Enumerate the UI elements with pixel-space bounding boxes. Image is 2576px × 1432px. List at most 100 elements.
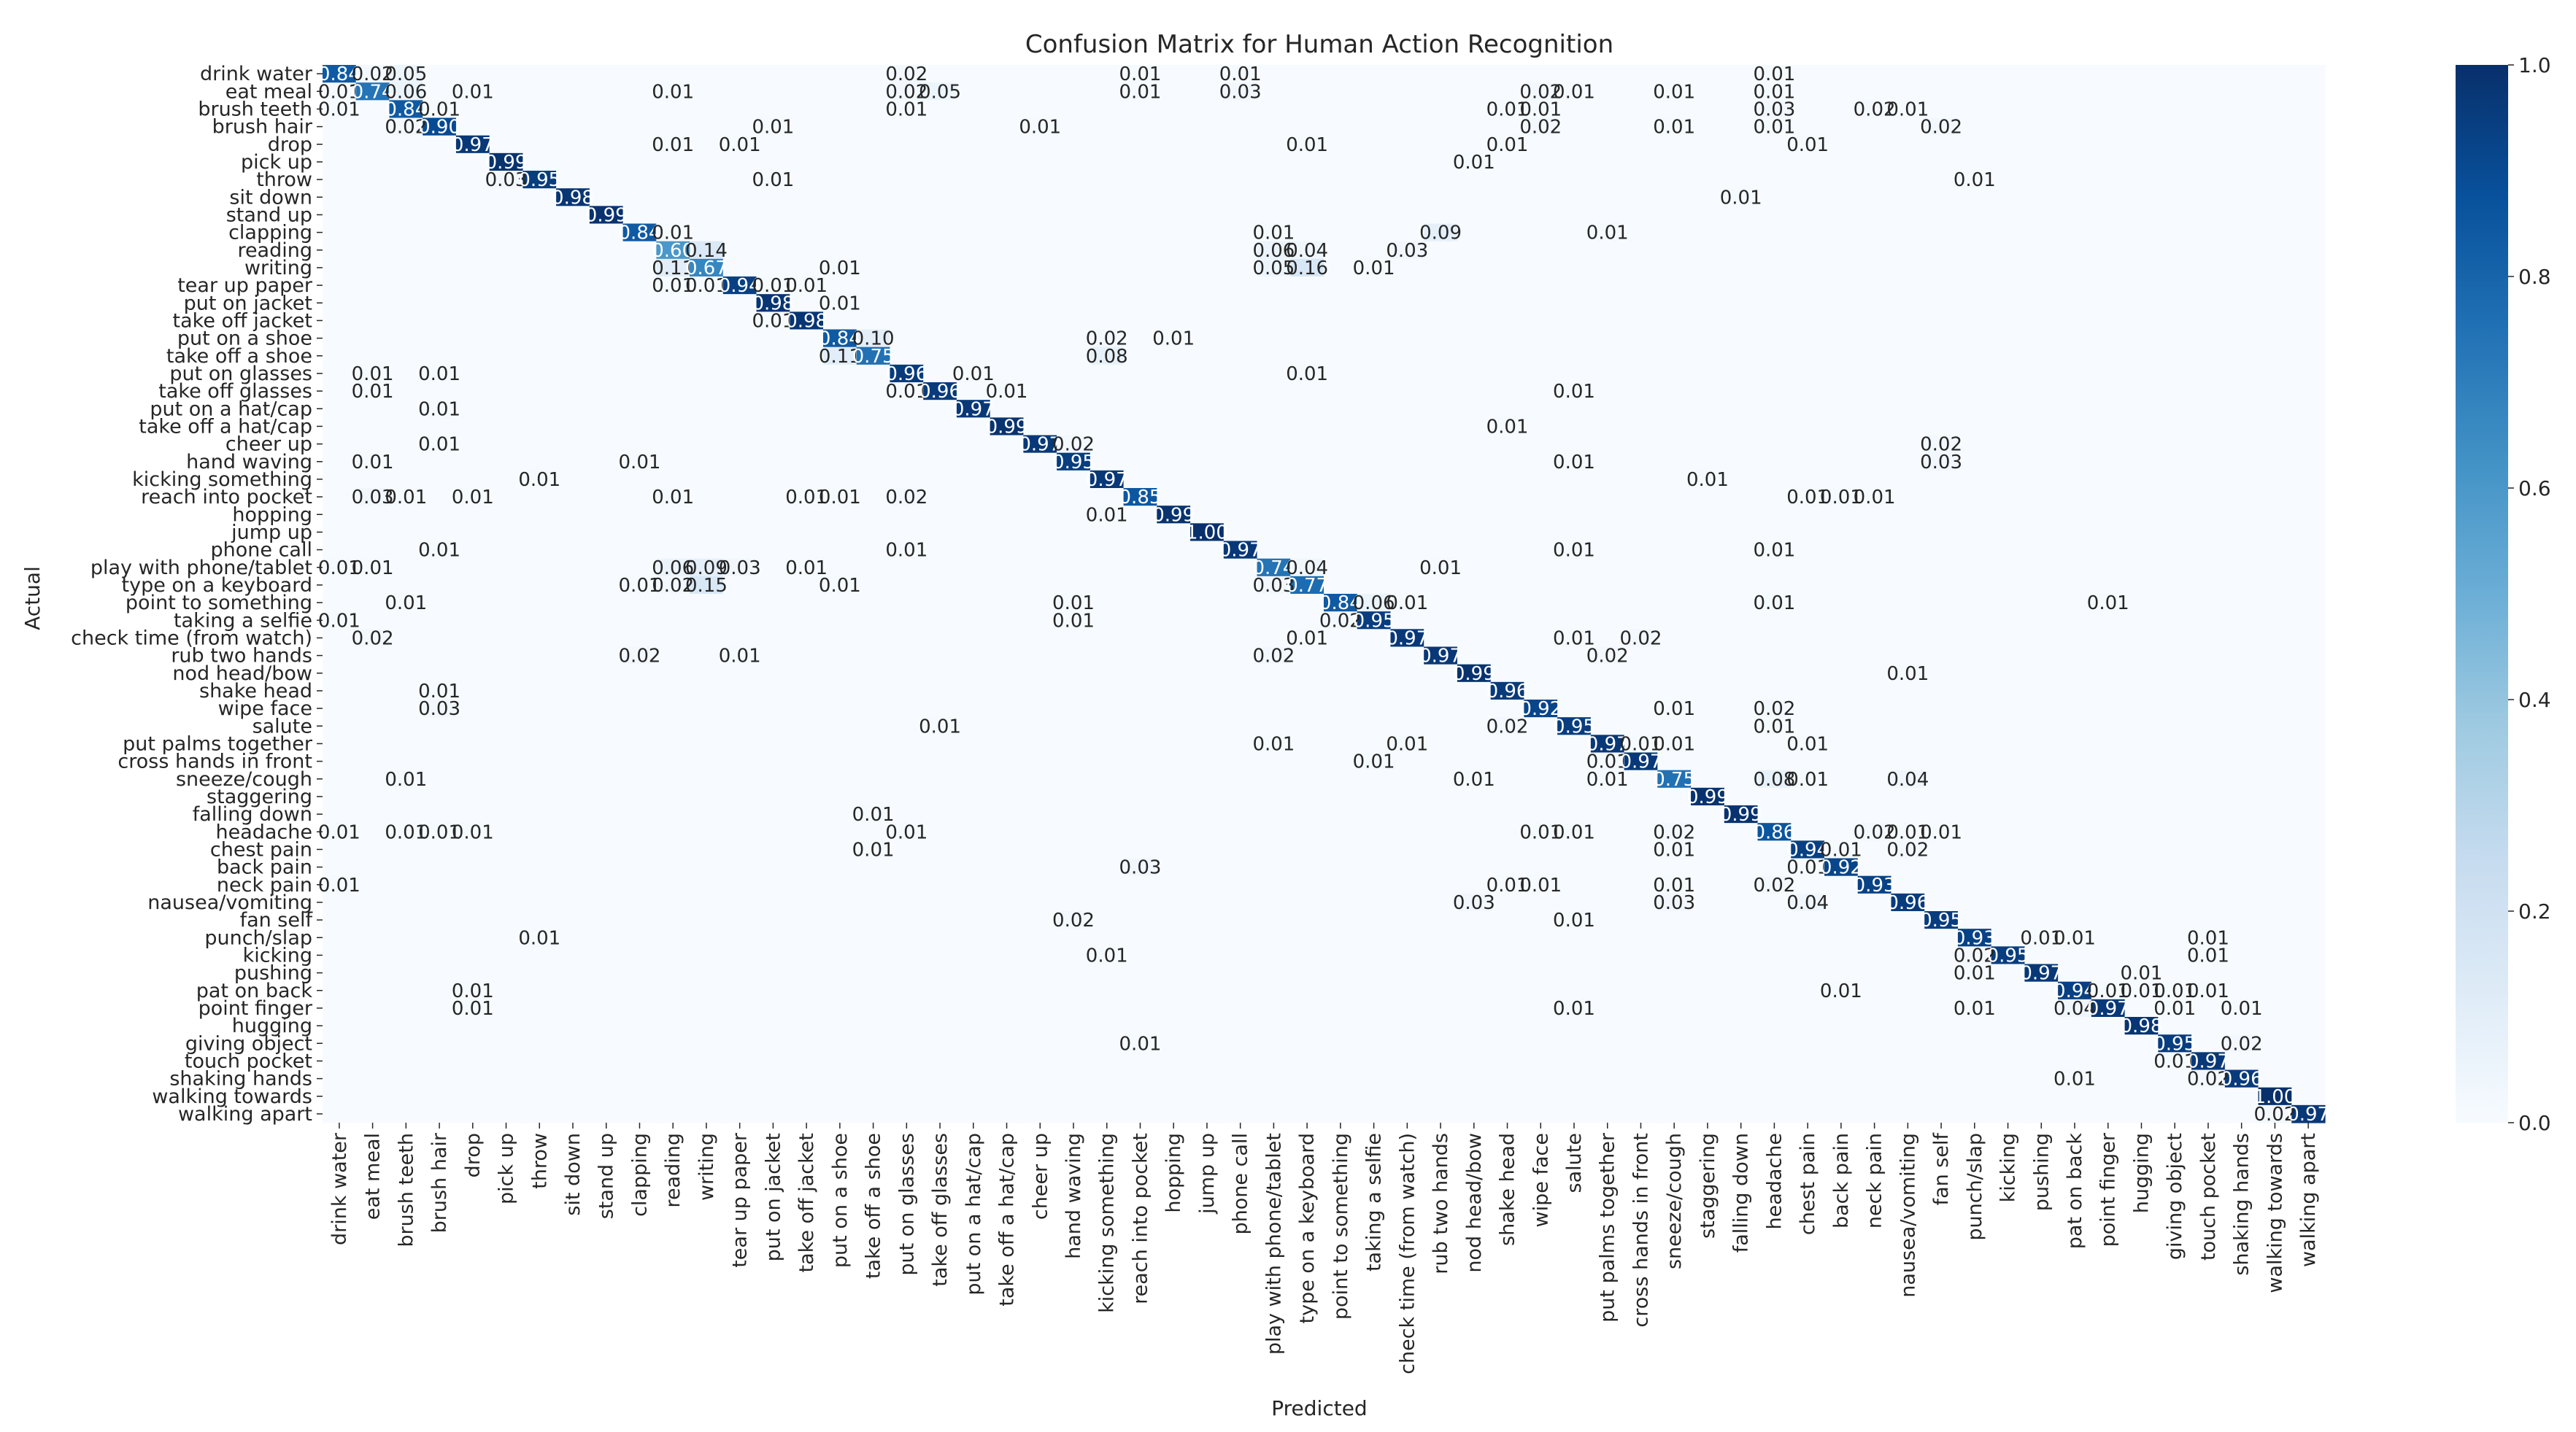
heatmap-cell — [323, 664, 357, 683]
heatmap-cell — [1957, 311, 1992, 330]
heatmap-cell — [2158, 893, 2192, 912]
heatmap-cell — [1490, 700, 1524, 718]
heatmap-cell — [1357, 223, 1392, 242]
heatmap-cell — [690, 1069, 724, 1088]
heatmap-cell — [323, 752, 357, 771]
heatmap-cell — [423, 770, 457, 789]
cell-value-label: 0.01 — [452, 821, 494, 843]
heatmap-cell — [1657, 541, 1692, 560]
heatmap-cell — [1624, 735, 1658, 754]
heatmap-cell — [722, 700, 757, 718]
heatmap-cell — [455, 488, 490, 506]
heatmap-cell — [1557, 681, 1592, 700]
cell-value-label: 0.01 — [1386, 592, 1428, 614]
heatmap-cell — [1857, 241, 1892, 260]
heatmap-cell — [1357, 82, 1392, 101]
heatmap-cell — [1524, 241, 1558, 260]
heatmap-cell — [722, 752, 757, 771]
heatmap-cell — [2091, 435, 2126, 454]
heatmap-cell — [1791, 700, 1825, 718]
heatmap-cell — [890, 787, 924, 806]
heatmap-cell — [1490, 858, 1524, 877]
heatmap-cell — [690, 629, 724, 648]
heatmap-cell — [522, 1087, 557, 1106]
heatmap-cell — [1857, 311, 1892, 330]
heatmap-cell — [1057, 823, 1091, 841]
heatmap-cell — [1891, 805, 1925, 824]
heatmap-cell — [1357, 117, 1392, 136]
heatmap-cell — [1290, 999, 1324, 1018]
heatmap-cell — [1123, 311, 1157, 330]
heatmap-cell — [1357, 417, 1392, 436]
heatmap-cell — [1957, 1069, 1992, 1088]
heatmap-cell — [1724, 929, 1759, 947]
heatmap-cell — [722, 594, 757, 612]
heatmap-cell — [2258, 117, 2292, 136]
heatmap-cell — [589, 629, 624, 648]
heatmap-cell — [923, 576, 957, 595]
heatmap-cell — [1457, 558, 1492, 577]
heatmap-cell — [1324, 646, 1358, 665]
heatmap-cell — [2024, 417, 2059, 436]
heatmap-cell — [2058, 382, 2092, 400]
heatmap-cell — [1257, 1104, 1291, 1123]
heatmap-cell — [323, 206, 357, 225]
heatmap-cell — [790, 294, 824, 312]
heatmap-cell — [1557, 65, 1592, 83]
heatmap-cell — [323, 100, 357, 119]
heatmap-cell — [1057, 364, 1091, 383]
heatmap-cell — [1123, 1069, 1157, 1088]
heatmap-cell — [1424, 1017, 1458, 1035]
heatmap-cell — [1023, 576, 1057, 595]
heatmap-cell — [1257, 805, 1291, 824]
heatmap-cell — [1891, 400, 1925, 418]
heatmap-cell — [1691, 1104, 1725, 1123]
heatmap-cell — [1424, 770, 1458, 789]
heatmap-cell — [2258, 770, 2292, 789]
heatmap-cell — [1457, 65, 1492, 83]
heatmap-cell — [690, 400, 724, 418]
heatmap-cell — [790, 241, 824, 260]
cell-value-label: 0.01 — [652, 275, 694, 297]
heatmap-cell — [1624, 929, 1658, 947]
heatmap-cell — [323, 65, 357, 83]
heatmap-cell — [423, 470, 457, 489]
heatmap-cell — [622, 681, 657, 700]
heatmap-cell — [2191, 82, 2226, 101]
heatmap-cell — [756, 717, 790, 735]
heatmap-cell — [923, 294, 957, 312]
heatmap-cell — [1223, 911, 1258, 929]
cell-value-label: 0.01 — [1653, 81, 1695, 103]
heatmap-cell — [1023, 1069, 1057, 1088]
heatmap-cell — [823, 435, 857, 454]
heatmap-cell — [2158, 65, 2192, 83]
heatmap-cell — [355, 82, 390, 101]
heatmap-cell — [2058, 717, 2092, 735]
heatmap-cell — [522, 347, 557, 365]
heatmap-cell — [1257, 1069, 1291, 1088]
heatmap-cell — [1824, 541, 1859, 560]
cell-value-label: 0.97 — [1586, 733, 1629, 755]
heatmap-cell — [1023, 681, 1057, 700]
cell-value-label: 0.02 — [1920, 434, 1962, 456]
heatmap-cell — [1290, 1087, 1324, 1106]
heatmap-cell — [656, 964, 690, 983]
heatmap-cell — [1357, 135, 1392, 154]
heatmap-cell — [2291, 1017, 2326, 1035]
heatmap-cell — [2124, 311, 2159, 330]
heatmap-cell — [990, 646, 1024, 665]
heatmap-cell — [1223, 435, 1258, 454]
heatmap-cell — [355, 135, 390, 154]
heatmap-cell — [2091, 735, 2126, 754]
heatmap-cell — [1791, 100, 1825, 119]
heatmap-cell — [1891, 65, 1925, 83]
heatmap-cell — [2258, 840, 2292, 859]
heatmap-cell — [2091, 700, 2126, 718]
heatmap-cell — [1891, 470, 1925, 489]
heatmap-cell — [2058, 117, 2092, 136]
heatmap-cell — [1490, 1034, 1524, 1053]
heatmap-cell — [455, 171, 490, 189]
heatmap-cell — [1390, 470, 1424, 489]
heatmap-cell — [489, 929, 523, 947]
heatmap-cell — [622, 787, 657, 806]
